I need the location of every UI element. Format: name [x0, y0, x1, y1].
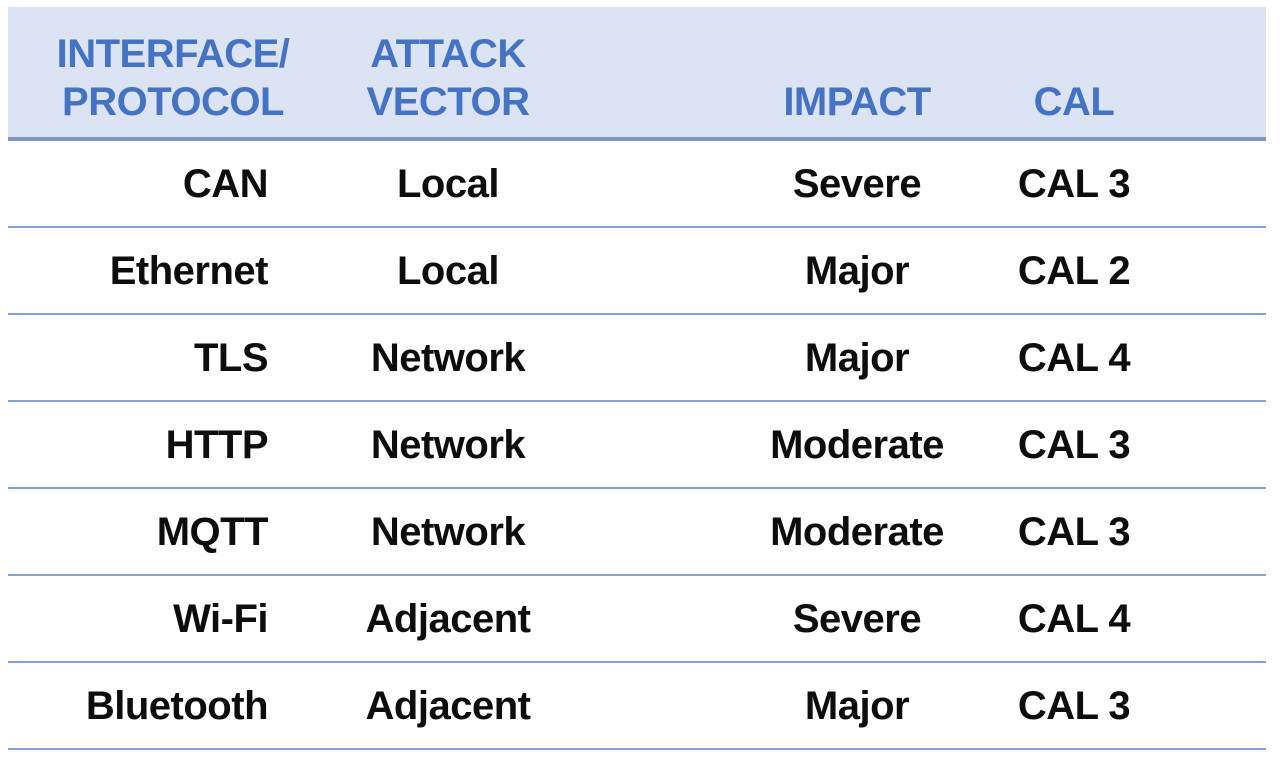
table-row-wifi: Wi-Fi Adjacent Severe CAL 4 [8, 576, 1266, 663]
cell-protocol: Bluetooth [85, 683, 269, 728]
header-label-line: PROTOCOL [62, 80, 284, 124]
table-header-row: INTERFACE/ PROTOCOL ATTACK VECTOR IMPACT… [8, 7, 1266, 141]
cell-attack-vector: Network [370, 422, 526, 467]
header-label-line: IMPACT [783, 80, 931, 124]
cell-impact: Major [804, 248, 910, 293]
cell-impact: Major [804, 683, 910, 728]
cell-cal: CAL 3 [1017, 509, 1131, 554]
assurance-level-table: INTERFACE/ PROTOCOL ATTACK VECTOR IMPACT… [8, 7, 1266, 750]
table-row-bluetooth: Bluetooth Adjacent Major CAL 3 [8, 663, 1266, 750]
cell-cal: CAL 3 [1017, 161, 1131, 206]
cell-impact: Moderate [770, 509, 944, 554]
cell-protocol: Wi-Fi [173, 596, 268, 641]
cell-cal: CAL 4 [1017, 596, 1131, 641]
cell-protocol: Ethernet [109, 248, 269, 293]
header-label-line: INTERFACE/ [56, 32, 290, 76]
table-row-http: HTTP Network Moderate CAL 3 [8, 402, 1266, 489]
table-row-mqtt: MQTT Network Moderate CAL 3 [8, 489, 1266, 576]
header-cell-cal: CAL [935, 7, 1213, 137]
header-cell-interface-protocol: INTERFACE/ PROTOCOL [8, 7, 338, 137]
cell-cal: CAL 3 [1017, 422, 1131, 467]
cell-impact: Major [804, 335, 910, 380]
cell-impact: Severe [792, 161, 922, 206]
header-cell-impact: IMPACT [642, 7, 1072, 137]
cell-attack-vector: Adjacent [365, 683, 531, 728]
cell-cal: CAL 4 [1017, 335, 1131, 380]
cell-impact: Severe [792, 596, 922, 641]
cell-protocol: TLS [193, 335, 269, 380]
header-label-line: CAL [1033, 80, 1115, 124]
cell-attack-vector: Network [370, 335, 526, 380]
cell-impact: Moderate [770, 422, 944, 467]
table-row-tls: TLS Network Major CAL 4 [8, 315, 1266, 402]
table-row-ethernet: Ethernet Local Major CAL 2 [8, 228, 1266, 315]
cell-protocol: CAN [182, 161, 269, 206]
header-label-line: VECTOR [366, 80, 530, 124]
cell-attack-vector: Local [397, 161, 499, 206]
table-row-can: CAN Local Severe CAL 3 [8, 141, 1266, 228]
header-cell-attack-vector: ATTACK VECTOR [338, 7, 558, 137]
cell-attack-vector: Adjacent [365, 596, 531, 641]
cell-cal: CAL 3 [1017, 683, 1131, 728]
cell-attack-vector: Network [370, 509, 526, 554]
cell-protocol: HTTP [165, 422, 269, 467]
header-label-line: ATTACK [370, 32, 526, 76]
cell-cal: CAL 2 [1017, 248, 1131, 293]
cell-protocol: MQTT [156, 509, 269, 554]
cell-attack-vector: Local [397, 248, 499, 293]
